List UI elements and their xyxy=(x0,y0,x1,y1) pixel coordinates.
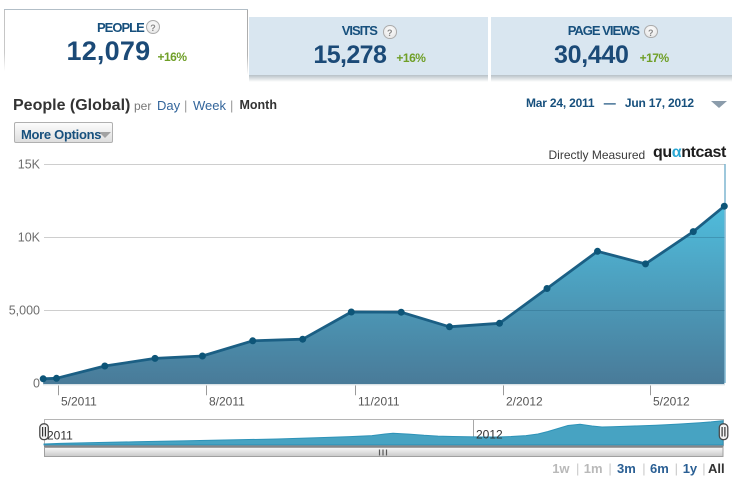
svg-text:5/2011: 5/2011 xyxy=(61,395,97,409)
svg-text:2011: 2011 xyxy=(47,429,73,443)
svg-text:10K: 10K xyxy=(18,231,41,245)
svg-text:11/2011: 11/2011 xyxy=(358,395,400,409)
svg-text:15K: 15K xyxy=(18,158,41,172)
svg-text:8/2011: 8/2011 xyxy=(209,395,245,409)
svg-text:5/2012: 5/2012 xyxy=(653,395,690,409)
svg-text:5,000: 5,000 xyxy=(9,304,40,318)
svg-text:2012: 2012 xyxy=(476,428,503,442)
svg-text:2/2012: 2/2012 xyxy=(506,395,543,409)
svg-text:0: 0 xyxy=(33,377,40,391)
